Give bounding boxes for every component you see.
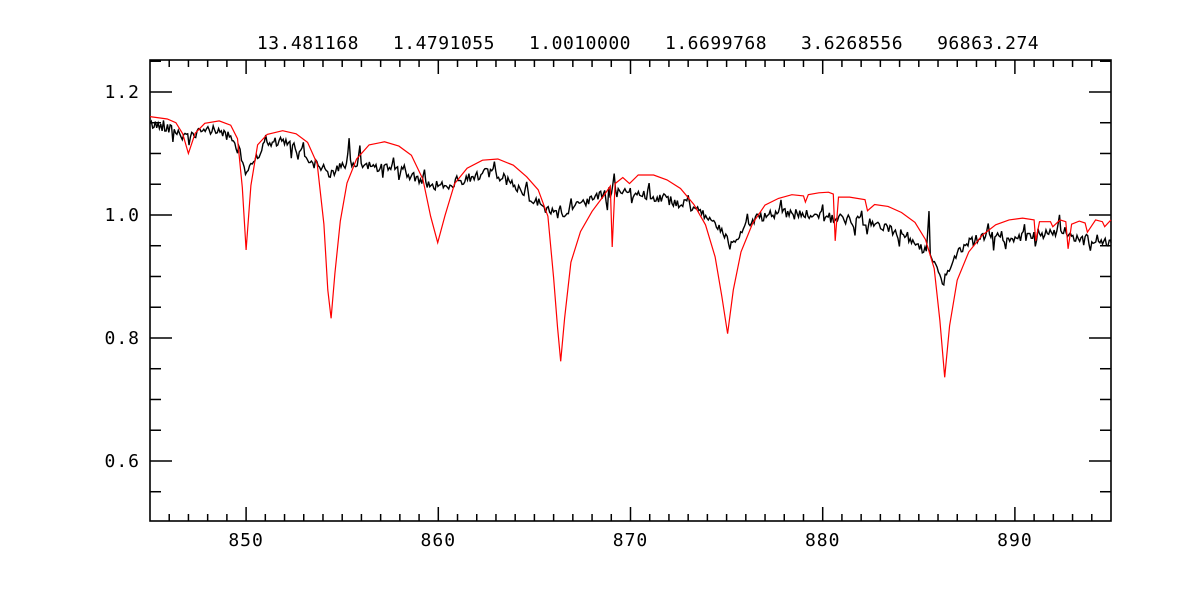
y-tick-label: 1.2 [104,82,140,103]
x-tick-label: 880 [805,530,841,551]
observed-spectrum-line [149,119,1112,287]
x-tick-label: 890 [997,530,1033,551]
plot-frame [149,59,1112,522]
y-tick-label: 0.6 [104,451,140,472]
x-tick-label: 860 [421,530,457,551]
y-tick-label: 1.0 [104,205,140,226]
x-tick-label: 870 [613,530,649,551]
axis-labels: 850 860 870 880 890 0.6 0.8 1.0 1.2 [104,82,1033,551]
x-tick-label: 850 [228,530,264,551]
plot-title: 13.481168 1.4791055 1.0010000 1.6699768 … [256,33,1040,54]
y-tick-label: 0.8 [104,328,140,349]
series-lines [149,116,1112,378]
axis-ticks [150,60,1111,521]
model-spectrum-line [149,116,1112,378]
